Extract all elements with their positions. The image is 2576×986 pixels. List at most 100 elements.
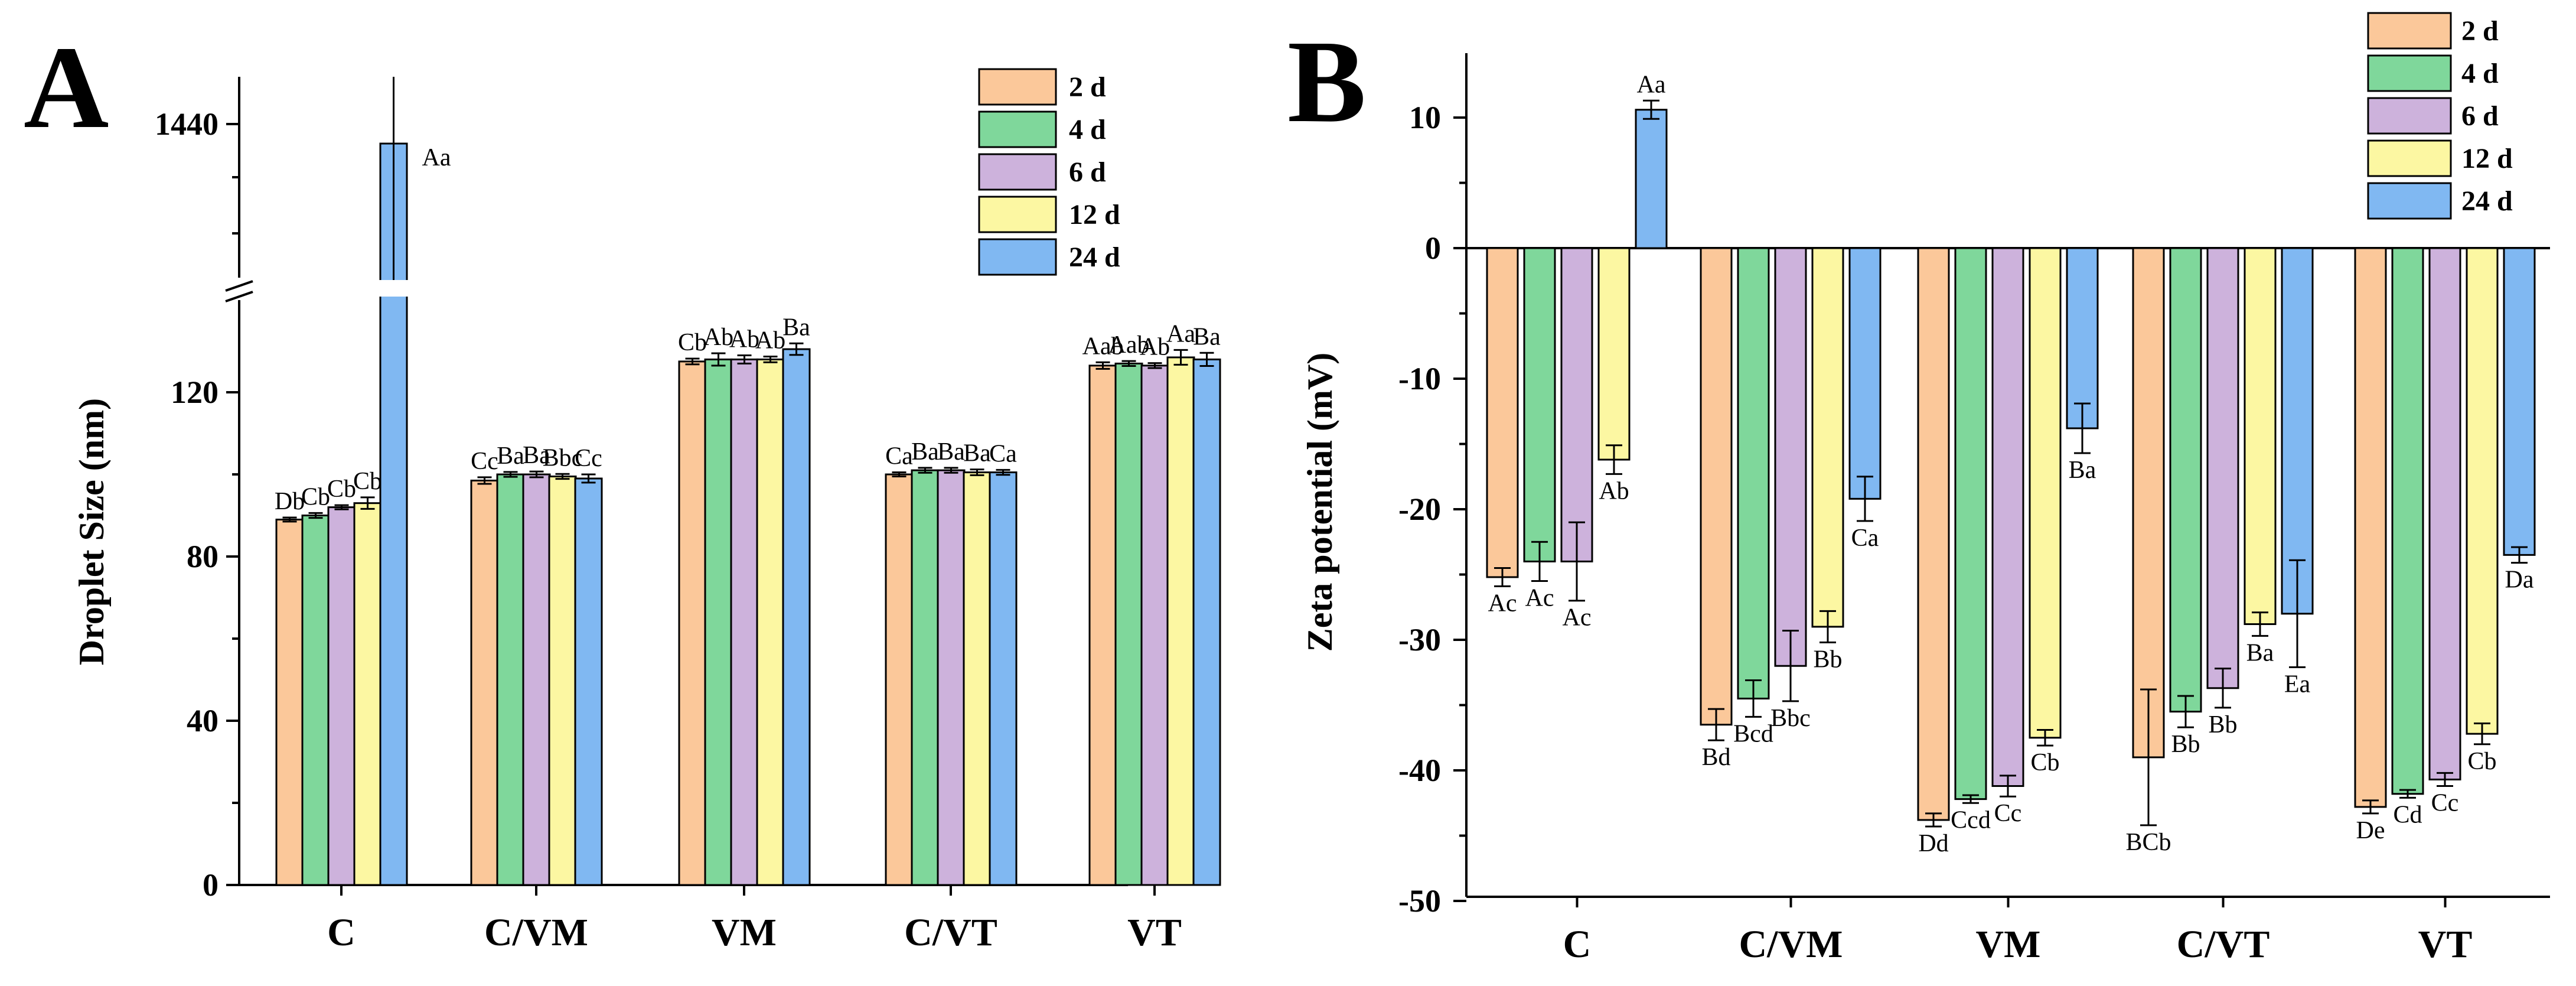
panel-b-bar-vm-6-d — [1991, 247, 2024, 788]
panel-b-bar-c-vt-6-d — [2206, 247, 2239, 689]
panel-b-bar-c-2-d — [1486, 247, 1519, 578]
panel-a-y-tick-label: 80 — [187, 539, 219, 574]
panel-a-bar-vm-24-d — [782, 348, 811, 886]
panel-b-category-label: C/VM — [1739, 923, 1843, 966]
panel-b-significance-label: Cd — [2393, 801, 2422, 828]
panel-a-bar-c-vt-24-d — [989, 471, 1018, 886]
panel-a-category-label: C/VM — [484, 911, 588, 954]
panel-a-bar-c-vt-6-d — [937, 469, 966, 886]
panel-a-bar-c-vm-12-d — [548, 475, 577, 886]
panel-a-bar-vm-6-d — [730, 358, 759, 886]
panel-a-bar-c-vt-12-d — [963, 471, 992, 886]
panel-b-significance-label: Ab — [1599, 477, 1629, 505]
panel-a-axis-break — [225, 278, 253, 302]
panel-a-letter: A — [24, 22, 109, 153]
panel-a-significance-label: Ba — [911, 438, 939, 466]
panel-a-legend-swatch-24-d — [978, 238, 1057, 276]
panel-a-bar-c-vt-2-d — [885, 473, 914, 886]
panel-b-bar-vt-4-d — [2391, 247, 2424, 795]
panel-b-bar-c-12-d — [1597, 247, 1631, 461]
panel-a-bar-vm-4-d — [704, 358, 733, 886]
panel-a: A Droplet Size (nm) 0 40 80 120 1440 C C/VM VM… — [24, 22, 1221, 954]
panel-b-significance-label: Ea — [2284, 671, 2311, 698]
panel-a-bar-c-vt-4-d — [911, 469, 940, 886]
panel-b-bar-vm-12-d — [2029, 247, 2062, 739]
panel-a-significance-label: Cc — [471, 448, 498, 475]
panel-a-legend-swatch-2-d — [978, 68, 1057, 106]
panel-b-y-tick-label: -20 — [1398, 492, 1441, 527]
panel-b-bar-c-vm-12-d — [1811, 247, 1844, 628]
panel-b-legend-swatch-4-d — [2367, 54, 2452, 92]
panel-a-bar-c-vm-2-d — [470, 479, 499, 886]
panel-b-legend-swatch-2-d — [2367, 12, 2452, 50]
panel-b-y-tick-label: 10 — [1409, 100, 1441, 135]
panel-b-significance-label: Ba — [2069, 457, 2096, 484]
panel-a-significance-label: Aa — [1166, 320, 1195, 347]
panel-b-bar-vm-4-d — [1954, 247, 1987, 800]
panel-a-significance-label: Ca — [989, 440, 1017, 467]
panel-a-significance-label: Cc — [575, 445, 602, 472]
panel-b-bar-c-24-d — [1635, 109, 1668, 249]
panel-b-significance-label: Bb — [2171, 731, 2200, 758]
panel-b-legend: 2 d 4 d 6 d 12 d 24 d — [2367, 12, 2513, 220]
panel-b-legend-label: 4 d — [2461, 58, 2499, 89]
panel-b-significance-label: Cc — [1994, 800, 2022, 827]
panel-b-legend-swatch-6-d — [2367, 97, 2452, 135]
panel-a-legend-label: 12 d — [1069, 199, 1120, 230]
panel-b: B Zeta potential (mV) 10 0 -10 -20 -30 -40 -50… — [1287, 12, 2550, 966]
panel-a-category-label: VT — [1127, 911, 1182, 954]
panel-b-significance-label: Da — [2505, 567, 2534, 594]
panel-b-y-axis-label: Zeta potential (mV) — [1300, 353, 1339, 652]
panel-a-significance-label: Cb — [301, 483, 330, 510]
panel-a-bar-c-12-d — [353, 502, 382, 886]
panel-b-bar-c-vm-4-d — [1737, 247, 1770, 699]
panel-b-y-tick-label: -30 — [1398, 622, 1441, 658]
panel-a-category-label: C — [327, 911, 356, 954]
panel-a-significance-label: Aab — [1108, 331, 1150, 359]
panel-b-significance-label: Bbc — [1770, 705, 1811, 732]
panel-a-legend-swatch-4-d — [978, 110, 1057, 148]
panel-a-significance-label: Ba — [1193, 323, 1221, 350]
panel-b-significance-label: Cb — [2030, 749, 2059, 776]
panel-a-significance-label: Ba — [963, 440, 991, 467]
panel-a-bar-vt-2-d — [1088, 365, 1117, 886]
panel-b-bar-c-6-d — [1560, 247, 1593, 562]
panel-b-y-tick-label: 0 — [1425, 230, 1441, 266]
panel-a-category-label: VM — [712, 911, 777, 954]
panel-a-y-axis-label: Droplet Size (nm) — [72, 398, 111, 665]
panel-a-bar-c-2-d — [275, 518, 304, 886]
panel-b-significance-label: Cb — [2467, 748, 2496, 775]
panel-a-significance-label: Bbc — [543, 444, 583, 471]
panel-a-legend: 2 d 4 d 6 d 12 d 24 d — [978, 68, 1120, 276]
panel-a-y-tick-label: 40 — [187, 703, 219, 738]
panel-a-y-tick-label: 0 — [203, 867, 219, 903]
panel-a-legend-label: 2 d — [1069, 71, 1106, 103]
panel-b-y-tick-label: -10 — [1398, 361, 1441, 396]
panel-a-bar-vt-24-d — [1192, 358, 1221, 886]
panel-b-significance-label: Aa — [1637, 71, 1666, 98]
panel-a-significance-label: Cb — [353, 468, 382, 495]
panel-a-legend-label: 4 d — [1069, 114, 1106, 145]
panel-a-bar-c-4-d — [301, 515, 330, 886]
panel-b-legend-label: 2 d — [2461, 15, 2499, 47]
panel-b-bar-c-vm-24-d — [1848, 247, 1882, 500]
panel-b-letter: B — [1287, 17, 1366, 147]
panel-b-significance-label: Bb — [2208, 711, 2237, 738]
panel-b-bar-vt-2-d — [2354, 247, 2387, 808]
panel-b-significance-label: Ccd — [1951, 806, 1991, 834]
panel-b-legend-swatch-12-d — [2367, 139, 2452, 177]
panel-a-significance-label: Ba — [523, 442, 550, 469]
panel-a-legend-label: 6 d — [1069, 157, 1106, 188]
panel-a-bar-c-vm-6-d — [522, 473, 551, 886]
panel-a-legend-swatch-12-d — [978, 196, 1057, 233]
panel-a-bar-vm-12-d — [756, 358, 785, 886]
panel-b-significance-label: Bd — [1701, 744, 1730, 771]
panel-b-legend-swatch-24-d — [2367, 182, 2452, 220]
panel-a-significance-label: Cb — [678, 329, 707, 356]
panel-b-bar-c-vt-24-d — [2281, 247, 2314, 615]
panel-a-significance-label: Ca — [885, 443, 913, 470]
panel-b-bar-c-vm-2-d — [1700, 247, 1733, 726]
panel-b-category-label: C — [1563, 923, 1592, 966]
panel-b-significance-label: Ac — [1488, 590, 1517, 617]
